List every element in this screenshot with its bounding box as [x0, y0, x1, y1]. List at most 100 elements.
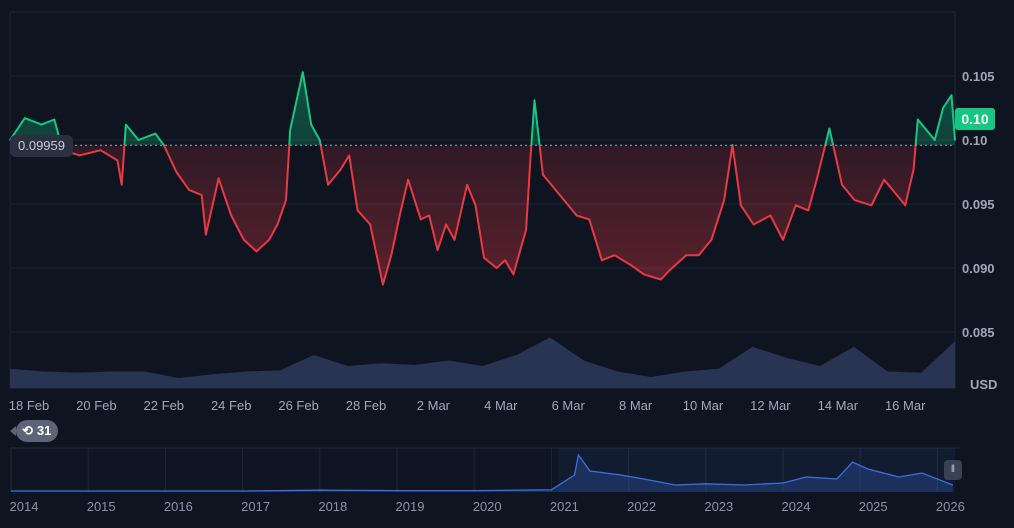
y-tick-label: 0.105 [962, 69, 995, 84]
history-count: 31 [36, 423, 52, 438]
price-point [318, 139, 321, 141]
x-tick-label: 12 Mar [750, 398, 791, 413]
navigator-panel [10, 448, 955, 492]
navigator-year-label: 2016 [163, 499, 193, 514]
price-point [255, 250, 258, 253]
price-point [175, 171, 178, 173]
price-point [382, 283, 384, 286]
currency-label: USD [970, 377, 998, 392]
x-tick-label: 28 Feb [345, 398, 387, 413]
price-point [794, 204, 797, 207]
price-point [660, 278, 662, 281]
price-point [217, 177, 220, 180]
price-point [137, 139, 140, 141]
price-point [807, 209, 810, 212]
price-point [154, 132, 157, 135]
price-point [339, 168, 342, 171]
navigator-year-label: 2019 [395, 499, 425, 514]
price-point [125, 123, 127, 126]
price-point [904, 204, 906, 207]
price-point [419, 218, 422, 221]
navigator-year-label: 2024 [781, 499, 811, 514]
price-point [512, 273, 515, 276]
price-point [710, 239, 713, 241]
x-tick-label: 22 Feb [143, 398, 185, 413]
navigator-year-label: 2021 [549, 499, 579, 514]
navigator-selection [558, 448, 955, 492]
navigator-year-label: 2025 [858, 499, 888, 514]
y-tick-label: 0.10 [962, 133, 988, 148]
price-point [276, 223, 279, 226]
navigator-year-label: 2014 [9, 499, 39, 514]
price-point [53, 118, 56, 121]
price-point [483, 256, 485, 259]
navigator-year-label: 2015 [86, 499, 116, 514]
price-point [588, 218, 591, 221]
price-point [575, 214, 578, 217]
price-point [398, 214, 401, 217]
history-badge[interactable]: ⟲ 31 [9, 420, 59, 442]
navigator-pause-handle[interactable]: ‖ [944, 460, 962, 480]
x-tick-label: 2 Mar [416, 398, 451, 413]
price-point [912, 168, 915, 171]
navigator-year-label: 2026 [935, 499, 965, 514]
price-point [445, 223, 447, 226]
price-point [815, 178, 818, 181]
price-point [230, 214, 232, 217]
navigator-year-label: 2022 [627, 499, 657, 514]
price-point [542, 173, 544, 176]
price-point [348, 154, 350, 157]
price-point [769, 214, 772, 217]
x-tick-label: 4 Mar [484, 398, 518, 413]
price-point [853, 199, 856, 201]
price-point [841, 184, 843, 186]
price-point [782, 239, 784, 241]
price-point [78, 154, 81, 157]
price-point [529, 159, 532, 162]
baseline-price-label: 0.09959 [10, 135, 73, 157]
price-point [466, 184, 468, 186]
price-point [268, 239, 270, 241]
y-tick-label: 0.085 [962, 325, 995, 340]
price-point [525, 228, 527, 231]
price-point [504, 259, 506, 262]
price-point [436, 249, 439, 251]
y-tick-label: 0.090 [962, 261, 995, 276]
price-point [883, 178, 885, 181]
x-tick-label: 20 Feb [76, 398, 117, 413]
price-point [828, 127, 831, 130]
price-point [870, 204, 873, 207]
price-point [630, 264, 633, 267]
x-tick-label: 16 Mar [884, 398, 926, 413]
x-tick-label: 14 Mar [817, 398, 859, 413]
price-point [731, 144, 734, 146]
price-point [697, 254, 700, 256]
price-point [23, 117, 26, 120]
price-point [954, 139, 956, 141]
x-tick-label: 24 Feb [210, 398, 252, 413]
price-point [116, 159, 119, 162]
price-point [369, 223, 372, 226]
navigator-year-label: 2017 [241, 499, 271, 514]
price-point [895, 194, 898, 196]
current-price-label: 0.10 [955, 108, 995, 130]
navigator-year-label: 2018 [318, 499, 348, 514]
price-point [302, 71, 304, 73]
history-icon: ⟲ [22, 423, 33, 438]
price-point [601, 259, 603, 262]
x-tick-label: 26 Feb [278, 398, 319, 413]
price-point [40, 123, 43, 126]
price-point [310, 123, 313, 126]
price-point [356, 209, 359, 212]
price-point [99, 149, 102, 152]
price-point [200, 194, 203, 196]
price-point [613, 254, 616, 256]
volume-area [10, 337, 955, 388]
price-point [533, 99, 536, 102]
price-point [453, 239, 456, 241]
price-point [390, 254, 393, 256]
price-point [285, 199, 287, 201]
price-point [917, 118, 919, 121]
navigator-year-label: 2023 [704, 499, 734, 514]
